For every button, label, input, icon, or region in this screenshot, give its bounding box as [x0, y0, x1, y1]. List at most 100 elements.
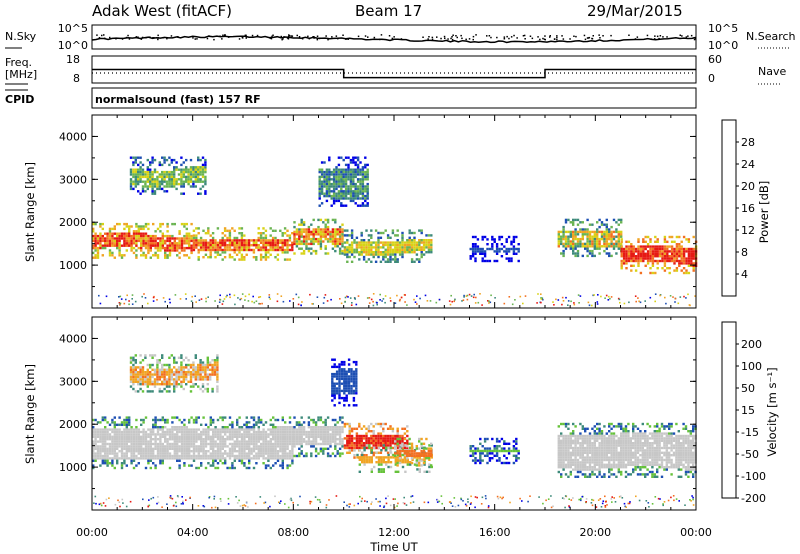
range-cell — [272, 457, 275, 460]
noise-search-point — [157, 37, 159, 39]
range-cell — [319, 416, 323, 419]
range-cell — [108, 254, 112, 257]
range-cell — [190, 450, 193, 453]
range-cell — [682, 250, 686, 253]
range-cell — [104, 452, 107, 455]
range-cell — [166, 433, 169, 436]
noise-search-point — [503, 36, 506, 38]
range-cell — [248, 447, 251, 450]
range-cell — [373, 465, 376, 469]
range-cell — [334, 245, 337, 248]
power-scatter — [92, 156, 698, 307]
range-cell — [130, 442, 133, 446]
range-cell — [128, 430, 131, 434]
range-cell — [318, 178, 321, 181]
range-cell — [260, 450, 263, 453]
range-cell — [331, 218, 335, 222]
range-cell — [661, 245, 664, 248]
range-cell — [463, 296, 465, 298]
range-cell — [129, 366, 133, 369]
range-cell — [153, 192, 157, 195]
range-cell — [466, 298, 469, 301]
range-cell — [202, 450, 205, 453]
range-cell — [164, 454, 167, 458]
range-cell — [258, 296, 260, 299]
range-cell — [318, 192, 321, 195]
range-cell — [111, 447, 114, 450]
range-cell — [149, 430, 152, 434]
range-cell — [176, 433, 179, 436]
range-cell — [123, 462, 126, 465]
range-cell — [131, 298, 133, 300]
range-cell — [337, 190, 341, 193]
range-cell — [325, 173, 329, 176]
range-cell — [151, 185, 154, 188]
range-cell — [348, 439, 351, 442]
range-cell — [481, 235, 484, 239]
range-cell — [141, 371, 145, 374]
range-cell — [164, 251, 167, 255]
range-cell — [108, 239, 112, 243]
range-cell — [161, 373, 164, 376]
range-cell — [416, 468, 419, 471]
range-cell — [586, 254, 589, 258]
range-cell — [228, 248, 232, 252]
range-cell — [332, 194, 336, 198]
noise-search-point — [271, 35, 273, 38]
range-cell — [362, 241, 366, 244]
range-cell — [576, 230, 580, 234]
range-cell — [668, 245, 671, 248]
range-cell — [245, 466, 248, 470]
range-cell — [307, 433, 311, 436]
range-cell — [314, 454, 318, 458]
range-cell — [302, 426, 306, 429]
range-cell — [238, 435, 241, 438]
range-cell — [248, 430, 251, 434]
range-cell — [352, 199, 355, 203]
range-cell — [173, 452, 176, 455]
range-cell — [188, 447, 191, 450]
range-cell — [678, 250, 681, 253]
range-cell — [472, 296, 475, 299]
range-cell — [593, 242, 596, 246]
range-cell — [588, 237, 592, 241]
range-cell — [687, 240, 691, 243]
range-cell — [184, 293, 187, 295]
range-cell — [584, 247, 587, 250]
range-cell — [324, 235, 327, 238]
range-cell — [166, 454, 169, 458]
range-cell — [204, 190, 207, 193]
range-cell — [243, 442, 246, 446]
range-cell — [310, 230, 313, 234]
range-cell — [386, 451, 390, 454]
range-cell — [207, 426, 210, 429]
range-cell — [312, 445, 315, 448]
range-cell — [307, 237, 311, 241]
freq-panel: Freq. [MHz] Nave 18 8 60 0 — [5, 53, 786, 85]
range-cell — [219, 299, 222, 301]
range-cell — [94, 433, 97, 436]
range-cell — [156, 178, 159, 181]
range-cell — [396, 444, 399, 447]
range-cell — [144, 373, 147, 376]
range-cell — [262, 452, 265, 455]
range-cell — [279, 442, 282, 446]
range-cell — [161, 371, 164, 374]
range-cell — [228, 454, 232, 458]
range-cell — [495, 259, 499, 263]
range-cell — [298, 228, 301, 231]
range-cell — [199, 187, 202, 191]
range-cell — [137, 156, 140, 159]
range-cell — [329, 438, 332, 441]
range-cell — [334, 233, 337, 236]
range-cell — [207, 430, 210, 434]
range-cell — [328, 192, 331, 195]
noise-search-point — [367, 36, 369, 38]
range-cell — [159, 246, 162, 250]
range-cell — [168, 445, 172, 448]
range-cell — [158, 368, 161, 371]
range-cell — [680, 247, 683, 251]
range-cell — [682, 259, 686, 263]
noise-search-point — [400, 38, 403, 40]
range-cell — [401, 239, 404, 242]
